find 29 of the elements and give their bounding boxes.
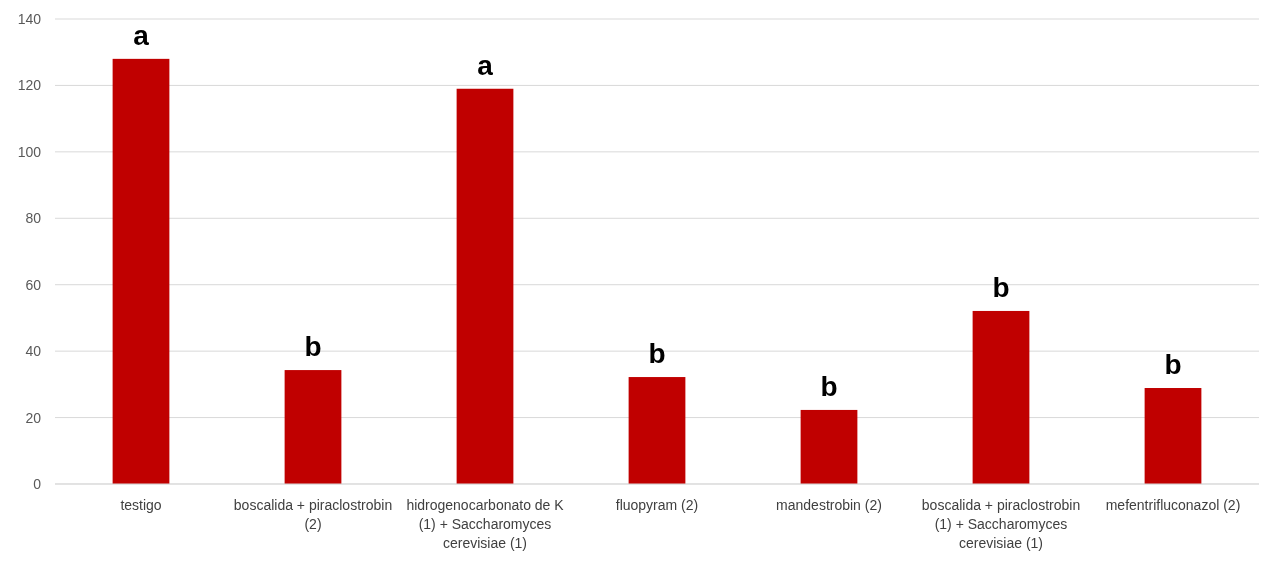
annotation: a: [477, 49, 494, 81]
x-tick-label: hidrogenocarbonato de K (1) + Saccharomyces cerevisiae (1): [406, 497, 565, 551]
bar: [456, 88, 514, 484]
bar: [800, 409, 858, 484]
annotation: b: [1164, 349, 1182, 381]
x-tick-label: mandestrobin (2): [776, 497, 882, 513]
bar: [628, 377, 686, 484]
y-tick-label: 80: [25, 210, 42, 227]
y-tick-label: 100: [17, 143, 42, 160]
y-tick-label: 40: [25, 343, 42, 360]
y-tick-label: 0: [33, 475, 42, 492]
annotation: a: [133, 19, 150, 51]
y-tick-label: 60: [25, 276, 42, 293]
bar: [972, 310, 1030, 484]
bar: [112, 58, 170, 484]
y-tick-label: 20: [25, 409, 42, 426]
bar: [1144, 388, 1202, 484]
bar: [284, 370, 342, 484]
annotation: b: [820, 370, 838, 402]
x-tick-label: testigo: [120, 497, 162, 513]
x-tick-label: fluopyram (2): [615, 497, 699, 513]
x-tick-label: boscalida + piraclostrobin (2): [233, 497, 393, 532]
y-tick-label: 120: [17, 77, 42, 94]
annotation: b: [304, 331, 322, 363]
x-tick-label: boscalida + piraclostrobin (1) + Saccharomyces cerevisiae (1): [921, 497, 1081, 551]
annotation: b: [648, 338, 666, 370]
annotation: b: [992, 271, 1010, 303]
x-tick-label: mefentrifluconazol (2): [1105, 497, 1241, 513]
y-tick-label: 140: [17, 10, 42, 27]
